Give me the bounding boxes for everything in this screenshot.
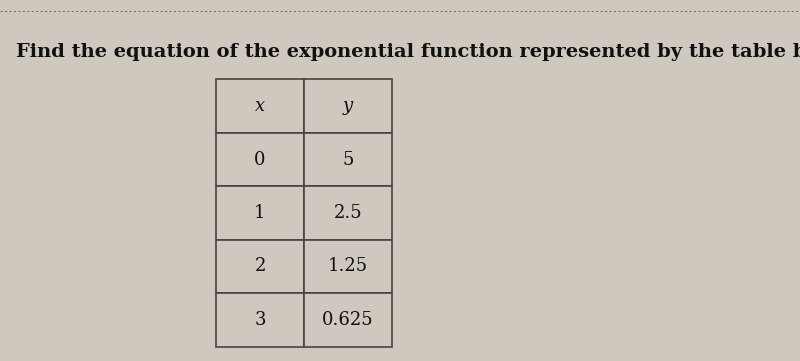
Bar bbox=[304, 133, 392, 186]
Bar bbox=[304, 293, 392, 347]
Text: 3: 3 bbox=[254, 311, 266, 329]
Bar bbox=[216, 240, 304, 293]
Bar bbox=[216, 186, 304, 240]
Bar bbox=[216, 133, 304, 186]
Bar bbox=[216, 79, 304, 133]
Text: 0.625: 0.625 bbox=[322, 311, 374, 329]
Text: x: x bbox=[255, 97, 265, 115]
Bar bbox=[216, 293, 304, 347]
Text: Find the equation of the exponential function represented by the table below:: Find the equation of the exponential fun… bbox=[16, 43, 800, 61]
Text: 2: 2 bbox=[254, 257, 266, 275]
Text: 0: 0 bbox=[254, 151, 266, 169]
Bar bbox=[304, 186, 392, 240]
Bar bbox=[304, 79, 392, 133]
Text: y: y bbox=[343, 97, 353, 115]
Text: 5: 5 bbox=[342, 151, 354, 169]
Text: 1: 1 bbox=[254, 204, 266, 222]
Text: 1.25: 1.25 bbox=[328, 257, 368, 275]
Text: 2.5: 2.5 bbox=[334, 204, 362, 222]
Bar bbox=[304, 240, 392, 293]
